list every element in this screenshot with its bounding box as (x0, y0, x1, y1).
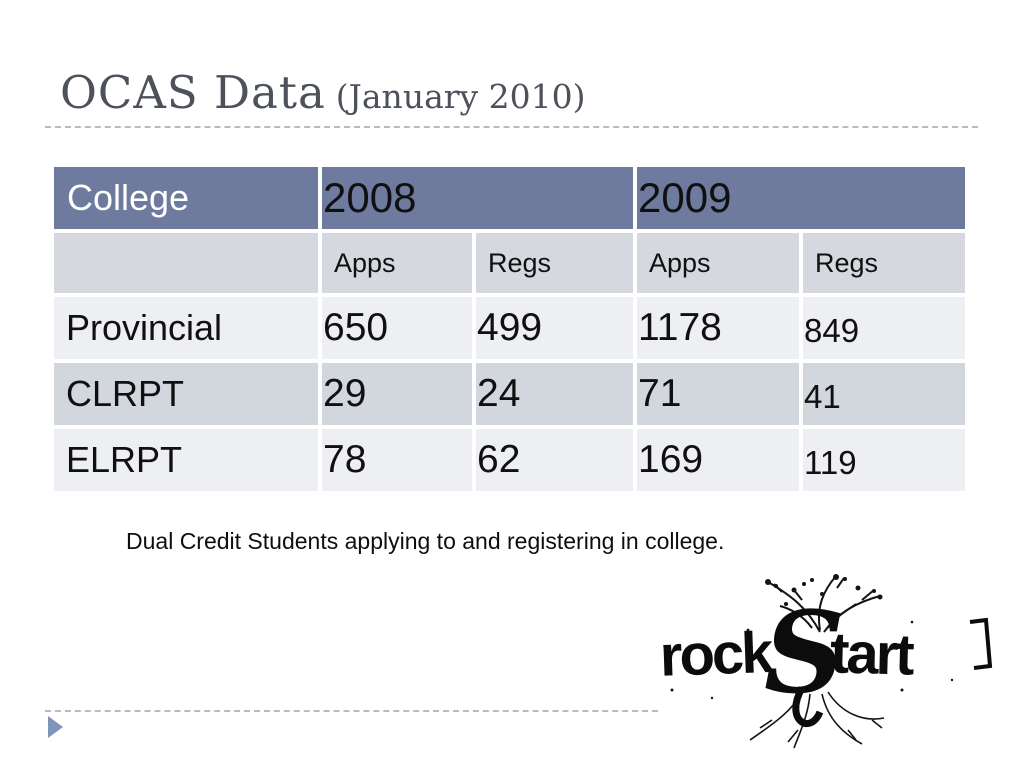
rockstart-logo: rock S tart (652, 570, 997, 755)
slide-caption: Dual Credit Students applying to and reg… (126, 528, 725, 554)
cell-value: 650 (322, 297, 472, 359)
title-date: (January 2010) (335, 77, 586, 116)
row-label-provincial: Provincial (54, 297, 318, 359)
table-row: Apps Regs Apps Regs (54, 233, 965, 293)
cell-value: 62 (476, 429, 633, 491)
table-row: College 2008 2009 (54, 167, 965, 229)
title-divider (45, 126, 978, 128)
cell-value: 24 (476, 363, 633, 425)
column-header-college: College (54, 167, 318, 229)
table-row: Provincial 650 499 1178 849 (54, 297, 965, 359)
cell-value: 29 (322, 363, 472, 425)
cell-value: 71 (637, 363, 799, 425)
table-row: ELRPT 78 62 169 119 (54, 429, 965, 491)
next-arrow-icon (48, 716, 63, 738)
rockstart-logo-art: rock S tart (659, 574, 993, 749)
cell-value: 169 (637, 429, 799, 491)
logo-swash-tail (792, 686, 824, 727)
logo-splatter-icon (670, 620, 954, 700)
title-text: OCAS Data (60, 66, 326, 119)
row-label-elrpt: ELRPT (54, 429, 318, 491)
cell-value: 119 (803, 429, 965, 491)
logo-text-s: S (764, 588, 845, 719)
subheader-apps-2009: Apps (637, 233, 799, 293)
row-label-clrpt: CLRPT (54, 363, 318, 425)
subheader-apps-2008: Apps (322, 233, 472, 293)
subheader-regs-2009: Regs (803, 233, 965, 293)
cell-value: 1178 (637, 297, 799, 359)
logo-text-tart: tart (829, 620, 915, 687)
slide-title: OCAS Data (January 2010) (60, 66, 586, 119)
footer-divider (45, 710, 658, 712)
table-row: CLRPT 29 24 71 41 (54, 363, 965, 425)
cell-value: 499 (476, 297, 633, 359)
column-header-2008: 2008 (322, 167, 633, 229)
ocas-data-table: College 2008 2009 Apps Regs Apps Regs Pr… (50, 163, 969, 495)
cell-value: 78 (322, 429, 472, 491)
cell-value: 849 (803, 297, 965, 359)
logo-leaves-icon (765, 574, 883, 606)
cell-value: 41 (803, 363, 965, 425)
subheader-empty (54, 233, 318, 293)
subheader-regs-2008: Regs (476, 233, 633, 293)
logo-bracket-icon (969, 617, 993, 670)
column-header-2009: 2009 (637, 167, 965, 229)
logo-text-rock: rock (659, 620, 775, 689)
